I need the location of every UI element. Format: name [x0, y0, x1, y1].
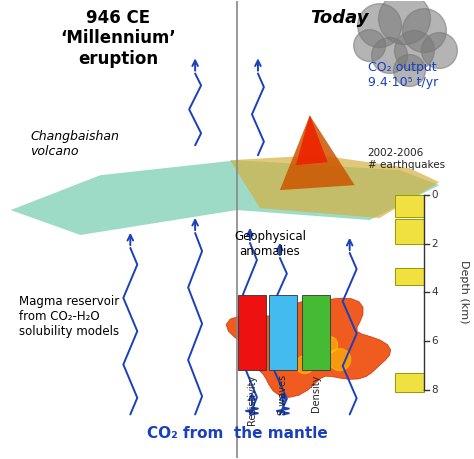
- Circle shape: [394, 31, 434, 71]
- Text: S waves: S waves: [278, 375, 288, 414]
- Circle shape: [296, 356, 314, 374]
- Bar: [269, 295, 297, 369]
- Text: 6: 6: [431, 336, 438, 346]
- Text: Depth (km): Depth (km): [459, 260, 469, 324]
- Polygon shape: [226, 298, 391, 397]
- Circle shape: [354, 30, 385, 62]
- Text: Resistivity: Resistivity: [247, 375, 257, 425]
- Circle shape: [322, 336, 337, 353]
- Text: Changbaishan
volcano: Changbaishan volcano: [31, 130, 119, 158]
- Circle shape: [310, 320, 330, 340]
- Bar: [394, 219, 424, 244]
- Circle shape: [402, 9, 447, 52]
- Text: CO₂ output
9.4·10⁵ t/yr: CO₂ output 9.4·10⁵ t/yr: [368, 61, 438, 89]
- Polygon shape: [230, 155, 439, 218]
- Circle shape: [379, 0, 430, 45]
- Bar: [302, 295, 330, 369]
- Text: 946 CE
‘Millennium’
eruption: 946 CE ‘Millennium’ eruption: [61, 9, 176, 68]
- Text: Magma reservoir
from CO₂-H₂O
solubility models: Magma reservoir from CO₂-H₂O solubility …: [18, 295, 119, 338]
- Text: 2: 2: [431, 239, 438, 249]
- Text: 0: 0: [431, 190, 438, 200]
- Bar: [394, 373, 424, 392]
- Polygon shape: [11, 160, 439, 235]
- Text: Geophysical
anomalies: Geophysical anomalies: [234, 230, 306, 258]
- Bar: [394, 195, 424, 217]
- Bar: [394, 268, 424, 285]
- Text: Density: Density: [311, 375, 321, 412]
- Text: 2002-2006
# earthquakes: 2002-2006 # earthquakes: [368, 148, 445, 170]
- Polygon shape: [280, 115, 355, 190]
- Text: CO₂ from  the mantle: CO₂ from the mantle: [146, 426, 328, 442]
- Circle shape: [358, 4, 401, 48]
- Circle shape: [329, 349, 351, 370]
- Circle shape: [372, 38, 408, 73]
- Polygon shape: [296, 115, 328, 165]
- Text: Today: Today: [310, 9, 369, 27]
- Circle shape: [421, 33, 457, 68]
- Circle shape: [393, 55, 426, 86]
- Text: 4: 4: [431, 287, 438, 297]
- Text: 8: 8: [431, 385, 438, 395]
- Circle shape: [273, 333, 297, 357]
- Bar: [238, 295, 266, 369]
